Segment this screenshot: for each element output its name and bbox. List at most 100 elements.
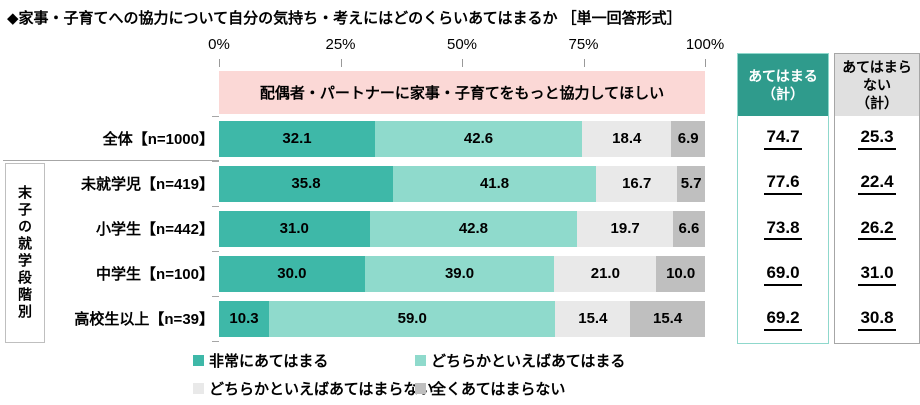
summary-header-disagree: あてはまら ない （計） bbox=[835, 54, 919, 116]
category-tick-mark bbox=[212, 251, 219, 252]
summary-value-cell: 31.0 bbox=[835, 252, 919, 297]
summary-header-agree: あてはまる （計） bbox=[738, 54, 828, 116]
bar-value-label: 59.0 bbox=[397, 310, 427, 327]
summary-value-cell: 69.2 bbox=[738, 298, 828, 343]
legend-swatch-icon bbox=[193, 383, 204, 394]
question-banner: 配偶者・パートナーに家事・子育てをもっと協力してほしい bbox=[219, 71, 705, 114]
summary-value-cell: 73.8 bbox=[738, 207, 828, 252]
chart-row: 全体【n=1000】 32.1 42.6 18.4 6.9 bbox=[0, 116, 737, 161]
bar-segment-4: 6.6 bbox=[672, 210, 705, 247]
summary-value: 26.2 bbox=[858, 218, 896, 241]
legend-label: どちらかといえばあてはまらない bbox=[209, 381, 434, 398]
axis-tick-label: 50% bbox=[446, 36, 478, 53]
bar-value-label: 30.0 bbox=[277, 265, 307, 282]
axis-tick-mark bbox=[219, 59, 220, 67]
chart-row: 小学生【n=442】 31.0 42.8 19.7 6.6 bbox=[0, 206, 737, 251]
bar-value-label: 42.8 bbox=[458, 220, 489, 237]
page-title: ◆家事・子育てへの協力について自分の気持ち・考えにはどのくらいあてはまるか ［単… bbox=[7, 10, 682, 27]
bar-value-label: 18.4 bbox=[612, 130, 642, 147]
summary-value-cell: 77.6 bbox=[738, 161, 828, 206]
legend-label: どちらかといえばあてはまる bbox=[431, 353, 626, 370]
bar-segment-4: 5.7 bbox=[677, 165, 705, 202]
bar-value-label: 15.4 bbox=[578, 310, 608, 327]
stacked-bar: 10.3 59.0 15.4 15.4 bbox=[219, 300, 705, 337]
summary-value: 74.7 bbox=[764, 127, 802, 150]
summary-value-cell: 25.3 bbox=[835, 116, 919, 161]
bar-value-label: 10.3 bbox=[229, 310, 259, 327]
bar-rows: 全体【n=1000】 32.1 42.6 18.4 6.9 未就学児【n=419】 35.8… bbox=[0, 116, 737, 341]
bar-value-label: 32.1 bbox=[282, 130, 312, 147]
bar-segment-3: 21.0 bbox=[554, 255, 657, 292]
stacked-bar: 32.1 42.6 18.4 6.9 bbox=[219, 120, 705, 157]
axis-tick-mark bbox=[340, 59, 342, 67]
bar-segment-1: 31.0 bbox=[219, 210, 370, 247]
legend-item: どちらかといえばあてはまらない bbox=[193, 378, 433, 399]
group-label-box: 末子の就学段階別 bbox=[5, 163, 45, 343]
summary-values-disagree: 25.3 22.4 26.2 31.0 30.8 bbox=[835, 116, 919, 343]
chart-row: 高校生以上【n=39】 10.3 59.0 15.4 15.4 bbox=[0, 296, 737, 341]
bar-segment-4: 6.9 bbox=[671, 120, 705, 157]
legend-item: 全くあてはまらない bbox=[415, 378, 625, 399]
bar-value-label: 19.7 bbox=[610, 220, 640, 237]
bar-segment-4: 15.4 bbox=[630, 300, 705, 337]
bar-segment-1: 35.8 bbox=[219, 165, 393, 202]
category-tick-mark bbox=[212, 116, 219, 117]
bar-value-label: 15.4 bbox=[653, 310, 683, 327]
category-tick-mark bbox=[212, 206, 219, 207]
axis-tick-mark bbox=[462, 59, 463, 67]
summary-value: 69.2 bbox=[764, 309, 802, 332]
summary-value-cell: 26.2 bbox=[835, 207, 919, 252]
legend-label: 全くあてはまらない bbox=[431, 381, 566, 398]
bar-value-label: 41.8 bbox=[479, 175, 510, 192]
legend-swatch-icon bbox=[415, 383, 426, 394]
row-label: 小学生【n=442】 bbox=[96, 221, 214, 238]
bar-value-label: 6.6 bbox=[678, 220, 700, 237]
summary-value-cell: 69.0 bbox=[738, 252, 828, 297]
summary-column-agree: あてはまる （計） 74.7 77.6 73.8 69.0 69.2 bbox=[737, 53, 829, 344]
group-label: 末子の就学段階別 bbox=[17, 185, 33, 321]
axis-tick-label: 75% bbox=[568, 36, 599, 53]
stacked-bar: 31.0 42.8 19.7 6.6 bbox=[219, 210, 705, 247]
summary-value: 31.0 bbox=[858, 263, 896, 286]
legend-item: 非常にあてはまる bbox=[193, 350, 415, 371]
summary-value-cell: 22.4 bbox=[835, 161, 919, 206]
bar-value-label: 35.8 bbox=[291, 175, 321, 192]
stacked-bar: 35.8 41.8 16.7 5.7 bbox=[219, 165, 705, 202]
bar-value-label: 21.0 bbox=[590, 265, 620, 282]
summary-value: 25.3 bbox=[858, 127, 896, 150]
summary-values-agree: 74.7 77.6 73.8 69.0 69.2 bbox=[738, 116, 828, 343]
bar-value-label: 5.7 bbox=[680, 175, 702, 192]
category-tick-mark bbox=[212, 161, 219, 162]
bar-value-label: 31.0 bbox=[279, 220, 309, 237]
summary-column-disagree: あてはまら ない （計） 25.3 22.4 26.2 31.0 30.8 bbox=[834, 53, 920, 344]
bar-segment-2: 39.0 bbox=[364, 255, 555, 292]
row-label: 中学生【n=100】 bbox=[96, 266, 214, 283]
category-tick-mark bbox=[212, 341, 219, 342]
bar-segment-3: 18.4 bbox=[582, 120, 672, 157]
chart-row: 中学生【n=100】 30.0 39.0 21.0 10.0 bbox=[0, 251, 737, 296]
axis-tick-mark bbox=[583, 59, 585, 67]
summary-value: 73.8 bbox=[764, 218, 802, 241]
stacked-bar: 30.0 39.0 21.0 10.0 bbox=[219, 255, 705, 292]
legend-label: 非常にあてはまる bbox=[209, 353, 329, 370]
summary-value: 22.4 bbox=[858, 173, 896, 195]
row-label: 未就学児【n=419】 bbox=[81, 176, 214, 193]
axis-tick-label: 0% bbox=[208, 36, 230, 53]
bar-segment-3: 15.4 bbox=[555, 300, 631, 337]
axis-tick-mark bbox=[705, 59, 706, 67]
bar-value-label: 42.6 bbox=[463, 130, 494, 147]
axis-tick-label: 25% bbox=[325, 36, 356, 53]
bar-segment-2: 42.6 bbox=[375, 120, 583, 157]
bar-segment-3: 19.7 bbox=[577, 210, 673, 247]
bar-segment-1: 30.0 bbox=[219, 255, 365, 292]
legend-item: どちらかといえばあてはまる bbox=[415, 350, 625, 371]
bar-segment-1: 32.1 bbox=[219, 120, 375, 157]
legend-swatch-icon bbox=[193, 355, 204, 366]
axis-tick-label: 100% bbox=[685, 36, 725, 53]
bar-value-label: 10.0 bbox=[666, 265, 696, 282]
bar-segment-3: 16.7 bbox=[596, 165, 678, 202]
legend-swatch-icon bbox=[415, 355, 426, 366]
bar-value-label: 16.7 bbox=[622, 175, 652, 192]
summary-value: 30.8 bbox=[858, 309, 896, 332]
